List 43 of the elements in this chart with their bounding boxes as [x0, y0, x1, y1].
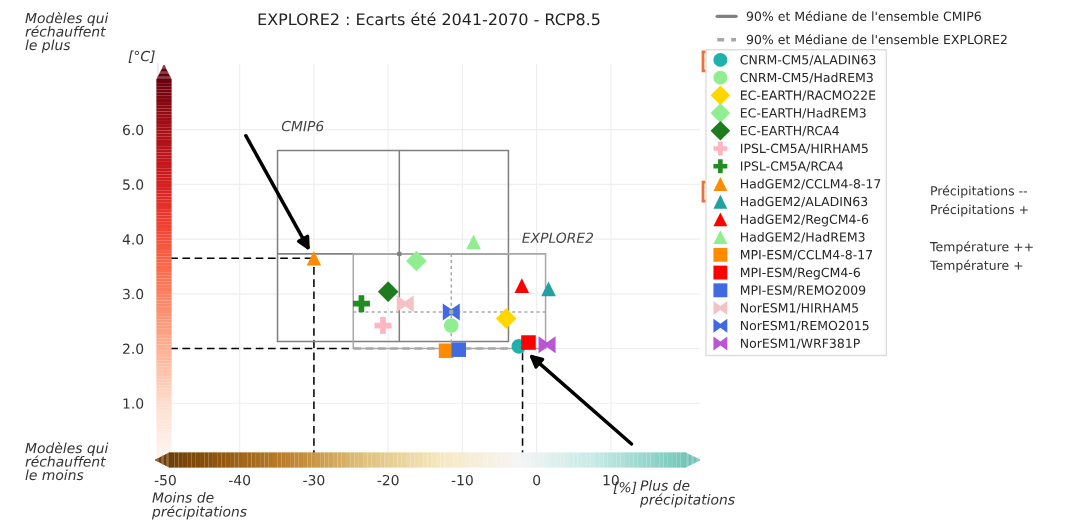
y-tick-label: 5.0 [123, 179, 144, 190]
annotation: CMIP6 [281, 120, 324, 132]
chart-title: EXPLORE2 : Ecarts été 2041-2070 - RCP8.5 [258, 12, 600, 26]
text: Température ++ [929, 241, 1033, 254]
legend-label: EC-EARTH/RACMO22E [740, 90, 876, 101]
x-tick-label: 0 [533, 474, 541, 486]
legend-label: EC-EARTH/RCA4 [740, 125, 839, 137]
x-tick-label: -30 [303, 474, 325, 486]
x-tick-label: -10 [451, 474, 473, 486]
y-tick-label: 3.0 [123, 288, 144, 300]
legend-label: IPSL-CM5A/HIRHAM5 [740, 143, 868, 155]
legend-label: MPI-ESM/REMO2009 [740, 285, 866, 296]
y-tick-label: 6.0 [122, 124, 144, 136]
text: Moins de précipitations [151, 492, 247, 520]
legend-label: NorESM1/HIRHAM5 [740, 303, 859, 314]
text: Précipitations + [931, 203, 1028, 217]
x-tick-label: -20 [377, 474, 399, 486]
y-tick-label: 1.0 [123, 398, 144, 409]
annotation: EXPLORE2 [522, 232, 594, 243]
legend-label: CNRM-CM5/HadREM3 [740, 72, 873, 84]
legend-label: HadGEM2/ALADIN63 [740, 196, 868, 208]
y-tick-label: 4.0 [122, 234, 144, 245]
legend-label: HadGEM2/CCLM4-8-17 [740, 178, 881, 190]
legend-label: 90% et Médiane de l'ensemble CMIP6 [746, 10, 981, 21]
text: Précipitations -- [931, 185, 1028, 198]
legend-label: MPI-ESM/RegCM4-6 [740, 267, 860, 280]
x-tick-label: -40 [229, 474, 251, 486]
legend-label: IPSL-CM5A/RCA4 [740, 161, 843, 172]
legend-label: EC-EARTH/HadREM3 [740, 107, 866, 119]
legend-label: MPI-ESM/CCLM4-8-17 [740, 249, 873, 261]
legend-label: HadGEM2/HadREM3 [740, 232, 865, 243]
text: Modèles qui réchauffent le plus [25, 11, 109, 53]
x-tick-label: -50 [154, 474, 176, 486]
text: Température + [929, 259, 1023, 273]
legend-label: HadGEM2/RegCM4-6 [740, 214, 869, 227]
legend-label: 90% et Médiane de l'ensemble EXPLORE2 [746, 34, 1007, 45]
text: Plus de précipitations [639, 480, 735, 508]
text: Modèles qui réchauffent le moins [25, 441, 109, 481]
y-tick-label: 2.0 [123, 343, 144, 355]
y-axis-title: [°C] [128, 50, 155, 63]
legend-label: NorESM1/WRF381P [740, 338, 860, 349]
legend-label: CNRM-CM5/ALADIN63 [740, 55, 876, 66]
legend-label: NorESM1/REMO2015 [740, 320, 869, 332]
